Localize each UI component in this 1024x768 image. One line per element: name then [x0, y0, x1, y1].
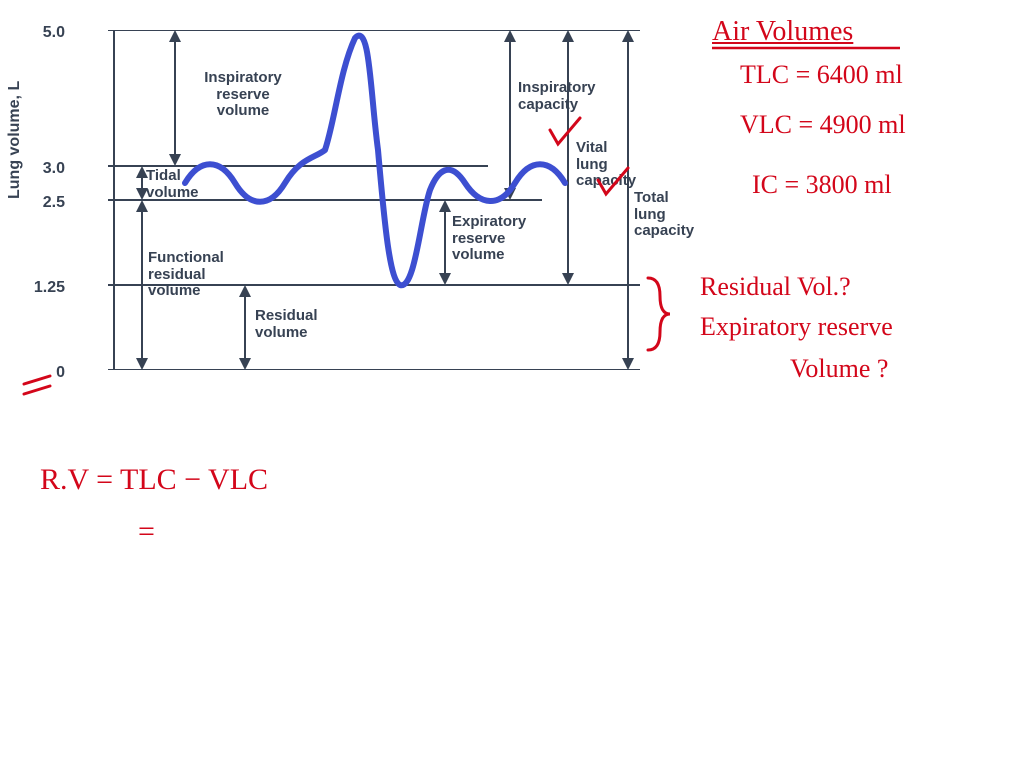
- hw-tlc: TLC = 6400 ml: [740, 58, 903, 92]
- hw-vlc: VLC = 4900 ml: [740, 108, 906, 142]
- y-tick-3: 3.0: [25, 160, 65, 178]
- label-ic: Inspiratorycapacity: [518, 80, 618, 113]
- label-irv: Inspiratoryreservevolume: [188, 70, 298, 120]
- y-tick-1-25: 1.25: [25, 279, 65, 297]
- hw-title: Air Volumes: [712, 14, 853, 50]
- label-tlc: Totallungcapacity: [634, 190, 704, 240]
- hw-eq1: R.V = TLC − VLC: [40, 460, 268, 499]
- hw-q2a: Expiratory reserve: [700, 310, 893, 344]
- hw-eq2: =: [138, 512, 155, 551]
- spirogram-diagram: Lung volume, L 5.0 3.0 2.5 1.25 0: [20, 10, 660, 390]
- label-tidal: Tidalvolume: [146, 168, 206, 201]
- label-rv: Residualvolume: [255, 308, 345, 341]
- label-erv: Expiratoryreservevolume: [452, 214, 552, 264]
- label-frc: Functionalresidualvolume: [148, 250, 248, 300]
- plot-area: Inspiratoryreservevolume Tidalvolume Fun…: [70, 30, 650, 370]
- y-axis-label: Lung volume, L: [6, 81, 24, 199]
- y-tick-0: 0: [25, 364, 65, 382]
- y-tick-5: 5.0: [25, 24, 65, 42]
- hw-ic: IC = 3800 ml: [752, 168, 892, 202]
- y-tick-2-5: 2.5: [25, 194, 65, 212]
- label-vlc: Vitallungcapacity: [576, 140, 646, 190]
- hw-q2b: Volume ?: [790, 352, 888, 386]
- hw-q1: Residual Vol.?: [700, 270, 851, 304]
